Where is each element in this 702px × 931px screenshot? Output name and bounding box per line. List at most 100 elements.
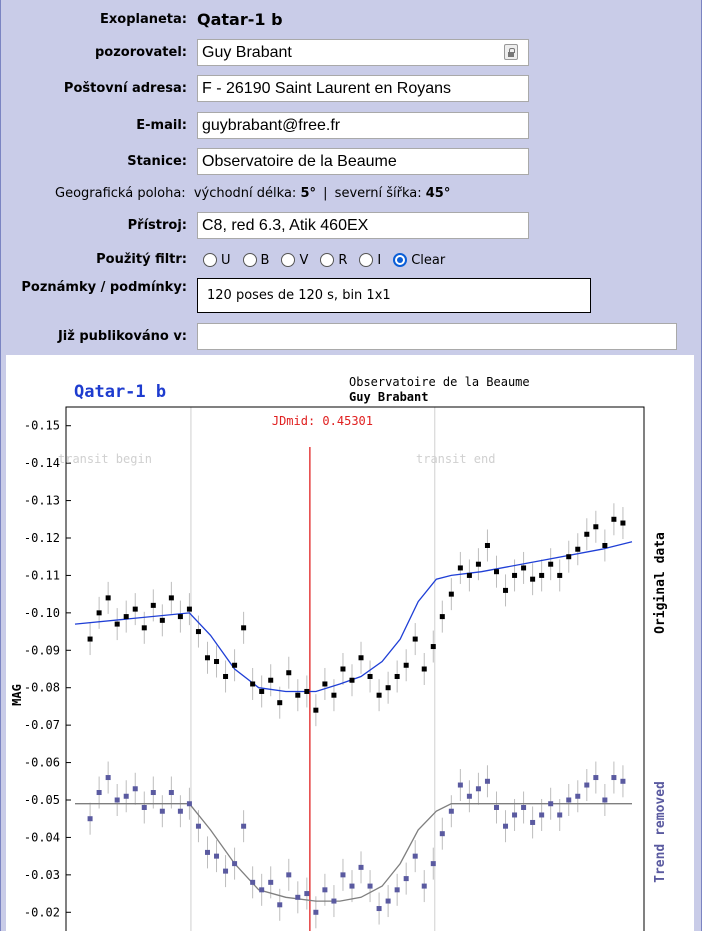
data-point	[530, 819, 536, 825]
data-point	[286, 670, 292, 676]
data-point	[593, 524, 599, 530]
notes-field[interactable]: 120 poses de 120 s, bin 1x1	[197, 278, 591, 313]
data-point	[123, 793, 129, 799]
published-field[interactable]	[197, 323, 677, 350]
y-axis-label: MAG	[10, 684, 24, 706]
data-point	[349, 677, 355, 683]
data-point	[177, 614, 183, 620]
data-point	[439, 831, 445, 837]
data-point	[575, 546, 581, 552]
observer-label: pozorovatel:	[94, 45, 187, 60]
data-point	[548, 801, 554, 807]
fit-curve	[75, 803, 632, 902]
data-point	[403, 662, 409, 668]
filter-option-v[interactable]: V	[281, 253, 308, 268]
plot-title: Qatar-1 b	[74, 382, 166, 402]
notes-label: Poznámky / podmínky:	[21, 280, 187, 295]
data-point	[87, 636, 93, 642]
data-point	[448, 808, 454, 814]
plot-station: Observatoire de la Beaume	[349, 375, 530, 389]
data-point	[566, 554, 572, 560]
data-point	[484, 778, 490, 784]
data-point	[204, 849, 210, 855]
data-point	[214, 853, 220, 859]
data-point	[331, 692, 337, 698]
data-point	[232, 662, 238, 668]
y-tick-label: -0.11	[24, 568, 60, 582]
address-label: Poštovní adresa:	[63, 81, 187, 96]
series-label-trend-removed: Trend removed	[653, 781, 668, 883]
data-point	[186, 801, 192, 807]
data-point	[349, 883, 355, 889]
data-point	[484, 542, 490, 548]
geo-lat-label: severní šířka:	[334, 186, 422, 201]
y-tick-label: -0.12	[24, 531, 60, 545]
data-point	[150, 602, 156, 608]
instrument-field[interactable]: C8, red 6.3, Atik 460EX	[197, 212, 529, 239]
data-point	[575, 793, 581, 799]
filter-option-b[interactable]: B	[242, 253, 269, 268]
data-point	[394, 673, 400, 679]
data-point	[448, 591, 454, 597]
address-field[interactable]: F - 26190 Saint Laurent en Royans	[197, 75, 529, 102]
planet-value: Qatar-1 b	[197, 10, 283, 29]
filter-option-label: V	[299, 252, 309, 268]
data-point	[331, 898, 337, 904]
data-point	[475, 786, 481, 792]
data-point	[168, 595, 174, 601]
data-point	[223, 868, 229, 874]
data-point	[123, 614, 129, 620]
data-point	[539, 572, 545, 578]
data-point	[268, 677, 274, 683]
data-point	[114, 797, 120, 803]
data-point	[367, 883, 373, 889]
data-point	[358, 864, 364, 870]
y-tick-label: -0.02	[24, 905, 60, 919]
radio-button-selected[interactable]	[393, 253, 408, 267]
filter-option-label: Clear	[411, 252, 446, 268]
radio-button[interactable]	[320, 253, 335, 267]
data-point	[430, 644, 436, 650]
data-point	[214, 659, 220, 665]
data-point	[367, 673, 373, 679]
filter-option-r[interactable]: R	[320, 253, 347, 268]
email-field[interactable]: guybrabant@free.fr	[197, 112, 529, 139]
data-point	[566, 797, 572, 803]
data-point	[250, 681, 256, 687]
radio-button[interactable]	[203, 253, 217, 267]
data-point	[376, 692, 382, 698]
data-point	[195, 823, 201, 829]
y-tick-label: -0.14	[24, 456, 60, 470]
data-point	[584, 782, 590, 788]
filter-option-u[interactable]: U	[203, 253, 231, 268]
data-point	[602, 797, 608, 803]
data-point	[322, 887, 328, 893]
data-point	[159, 617, 165, 623]
data-point	[250, 879, 256, 885]
data-point	[412, 636, 418, 642]
data-point	[493, 804, 499, 810]
geo-label: Geografická poloha:	[55, 186, 186, 201]
data-point	[593, 775, 599, 781]
data-point	[150, 790, 156, 796]
station-field[interactable]: Observatoire de la Beaume	[197, 148, 529, 175]
data-point	[322, 681, 328, 687]
data-point	[168, 790, 174, 796]
filter-option-clear[interactable]: Clear	[393, 253, 445, 268]
data-point	[259, 887, 265, 893]
radio-button[interactable]	[359, 253, 374, 267]
filter-option-i[interactable]: I	[359, 253, 381, 268]
data-point	[521, 565, 527, 571]
radio-button[interactable]	[281, 253, 296, 267]
y-tick-label: -0.03	[24, 868, 60, 882]
data-point	[295, 894, 301, 900]
series-label-original: Original data	[653, 532, 668, 634]
contact-card-icon[interactable]	[504, 44, 518, 60]
radio-button[interactable]	[242, 253, 257, 267]
observer-field[interactable]: Guy Brabant	[197, 39, 529, 66]
email-label: E-mail:	[136, 118, 187, 133]
data-point	[394, 887, 400, 893]
data-point	[376, 906, 382, 912]
data-point	[141, 625, 147, 631]
data-point	[277, 700, 283, 706]
